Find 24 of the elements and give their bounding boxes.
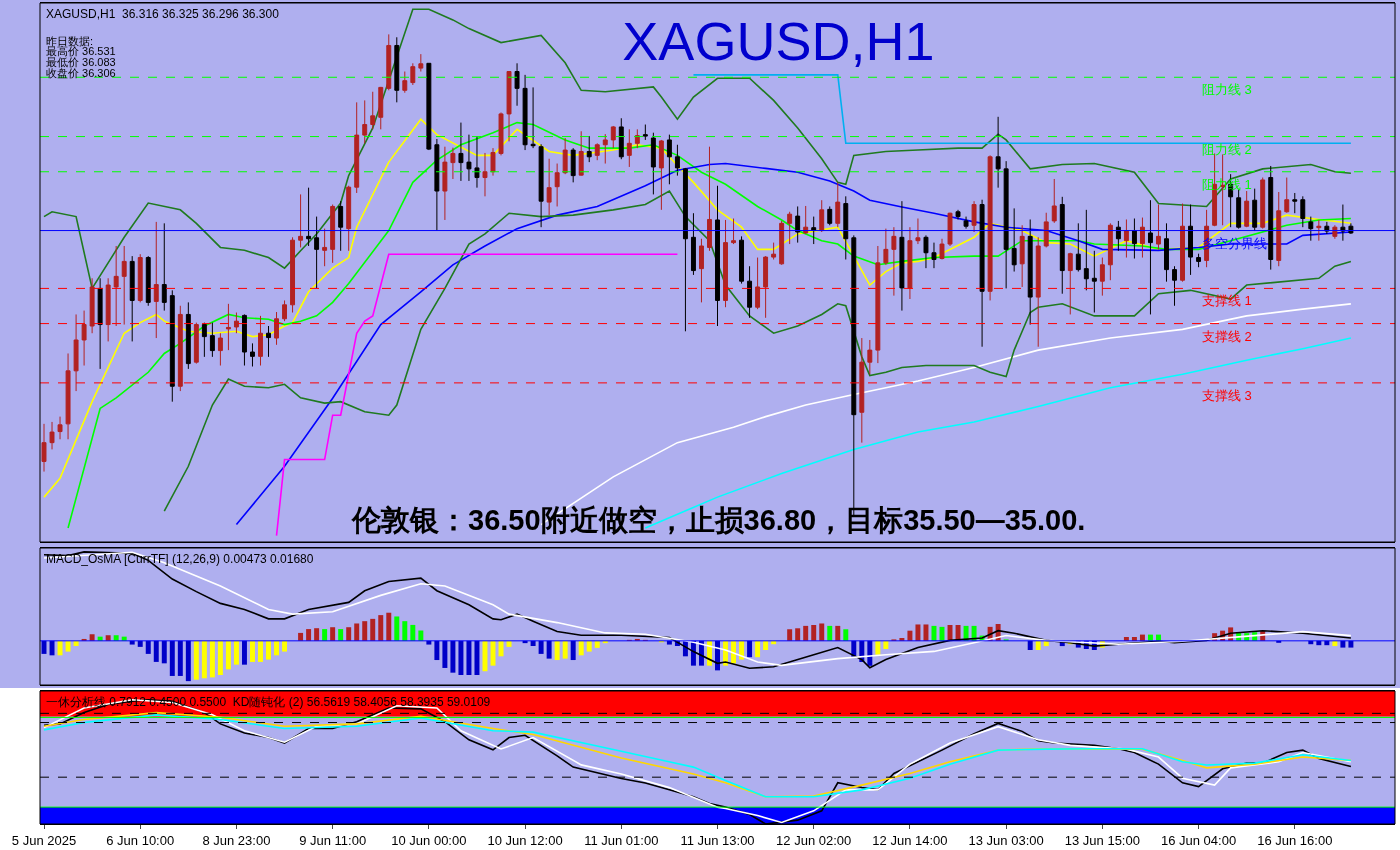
ref-line-label: 阻力线 2 <box>1202 142 1252 157</box>
x-tick-label: 16 Jun 16:00 <box>1257 832 1333 848</box>
x-tick-label: 10 Jun 00:00 <box>391 832 467 848</box>
x-tick-label: 13 Jun 03:00 <box>968 832 1044 848</box>
x-tick-label: 11 Jun 01:00 <box>584 832 659 848</box>
x-tick-label: 8 Jun 23:00 <box>202 832 271 848</box>
annotation: 伦敦银：36.50附近做空，止损36.80，目标35.50—35.00. <box>351 504 1086 536</box>
text: XAGUSD,H1 36.316 36.325 36.296 36.300 <box>46 7 280 21</box>
chart-title: XAGUSD,H1 <box>622 10 935 71</box>
x-tick-label: 10 Jun 12:00 <box>487 832 563 848</box>
ref-line-label: 支撑线 3 <box>1202 388 1252 403</box>
x-tick-label: 6 Jun 10:00 <box>106 832 175 848</box>
x-tick-label: 11 Jun 13:00 <box>680 832 755 848</box>
annotation: 昨日数据: <box>46 35 94 47</box>
annotation: 收盘价 36.306 <box>46 67 116 79</box>
x-tick-label: 16 Jun 04:00 <box>1160 832 1237 848</box>
annotation: 最低价 36.083 <box>46 56 116 68</box>
x-tick-label: 13 Jun 15:00 <box>1064 832 1140 848</box>
x-tick-label: 12 Jun 14:00 <box>872 832 948 848</box>
x-tick-label: 9 Jun 11:00 <box>299 832 367 848</box>
ref-line-label: 阻力线 3 <box>1202 82 1252 97</box>
x-tick-label: 5 Jun 2025 <box>11 832 77 848</box>
x-tick-label: 12 Jun 02:00 <box>776 832 852 848</box>
ref-line-label: 支撑线 2 <box>1202 329 1252 344</box>
